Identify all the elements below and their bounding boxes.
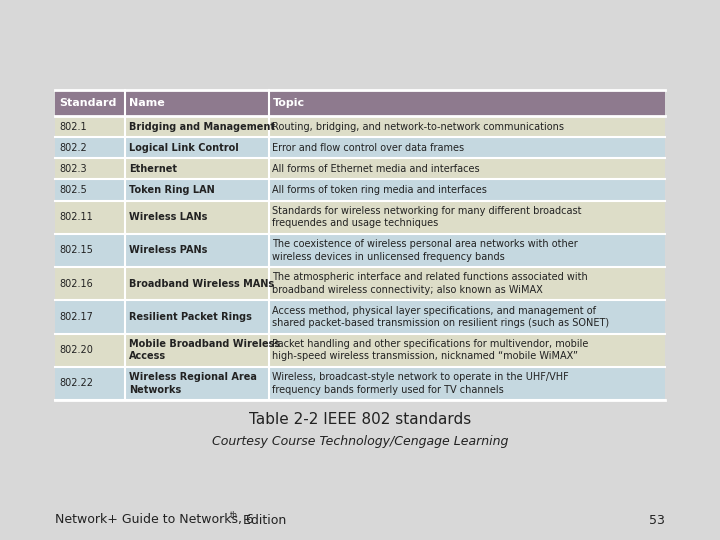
Text: Table 2-2 IEEE 802 standards: Table 2-2 IEEE 802 standards <box>249 413 471 428</box>
Bar <box>55 116 665 137</box>
Text: Token Ring LAN: Token Ring LAN <box>129 185 215 195</box>
Bar <box>55 179 665 200</box>
Text: 802.15: 802.15 <box>59 246 93 255</box>
Text: Access method, physical layer specifications, and management of
shared packet-ba: Access method, physical layer specificat… <box>272 306 610 328</box>
Bar <box>55 200 665 234</box>
Text: Standards for wireless networking for many different broadcast
frequendes and us: Standards for wireless networking for ma… <box>272 206 582 228</box>
Text: Error and flow control over data frames: Error and flow control over data frames <box>272 143 464 153</box>
Bar <box>55 137 665 158</box>
Text: Standard: Standard <box>59 98 117 108</box>
Text: Logical Link Control: Logical Link Control <box>129 143 239 153</box>
Text: Wireless PANs: Wireless PANs <box>129 246 207 255</box>
Text: 802.17: 802.17 <box>59 312 93 322</box>
Text: Wireless Regional Area
Networks: Wireless Regional Area Networks <box>129 372 257 395</box>
Text: 802.22: 802.22 <box>59 379 93 388</box>
Text: 802.11: 802.11 <box>59 212 93 222</box>
Text: 802.16: 802.16 <box>59 279 93 289</box>
Text: 802.3: 802.3 <box>59 164 86 174</box>
Bar <box>55 300 665 334</box>
Text: Network+ Guide to Networks, 6: Network+ Guide to Networks, 6 <box>55 514 254 526</box>
Bar <box>55 158 665 179</box>
Bar <box>55 334 665 367</box>
Text: Resilient Packet Rings: Resilient Packet Rings <box>129 312 252 322</box>
Text: Name: Name <box>129 98 165 108</box>
Text: 802.20: 802.20 <box>59 345 93 355</box>
Text: 802.5: 802.5 <box>59 185 86 195</box>
Bar <box>55 367 665 400</box>
Text: Mobile Broadband Wireless
Access: Mobile Broadband Wireless Access <box>129 339 280 361</box>
Text: 802.2: 802.2 <box>59 143 86 153</box>
Text: Edition: Edition <box>239 514 287 526</box>
Text: Bridging and Management: Bridging and Management <box>129 122 275 132</box>
Text: Packet handling and other specifications for multivendor, mobile
high-speed wire: Packet handling and other specifications… <box>272 339 589 361</box>
Text: All forms of token ring media and interfaces: All forms of token ring media and interf… <box>272 185 487 195</box>
Text: Ethernet: Ethernet <box>129 164 177 174</box>
Text: Wireless, broadcast-style network to operate in the UHF/VHF
frequency bands form: Wireless, broadcast-style network to ope… <box>272 372 570 395</box>
Text: th: th <box>230 510 238 519</box>
Text: Courtesy Course Technology/Cengage Learning: Courtesy Course Technology/Cengage Learn… <box>212 435 508 449</box>
Bar <box>55 90 665 116</box>
Text: 53: 53 <box>649 514 665 526</box>
Text: The atmospheric interface and related functions associated with
broadband wirele: The atmospheric interface and related fu… <box>272 273 588 295</box>
Text: All forms of Ethernet media and interfaces: All forms of Ethernet media and interfac… <box>272 164 480 174</box>
Bar <box>55 234 665 267</box>
Text: Routing, bridging, and network-to-network communications: Routing, bridging, and network-to-networ… <box>272 122 564 132</box>
Text: Wireless LANs: Wireless LANs <box>129 212 207 222</box>
Text: Broadband Wireless MANs: Broadband Wireless MANs <box>129 279 274 289</box>
Text: The coexistence of wireless personal area networks with other
wireless devices i: The coexistence of wireless personal are… <box>272 239 578 262</box>
Text: 802.1: 802.1 <box>59 122 86 132</box>
Text: Topic: Topic <box>272 98 305 108</box>
Bar <box>55 267 665 300</box>
